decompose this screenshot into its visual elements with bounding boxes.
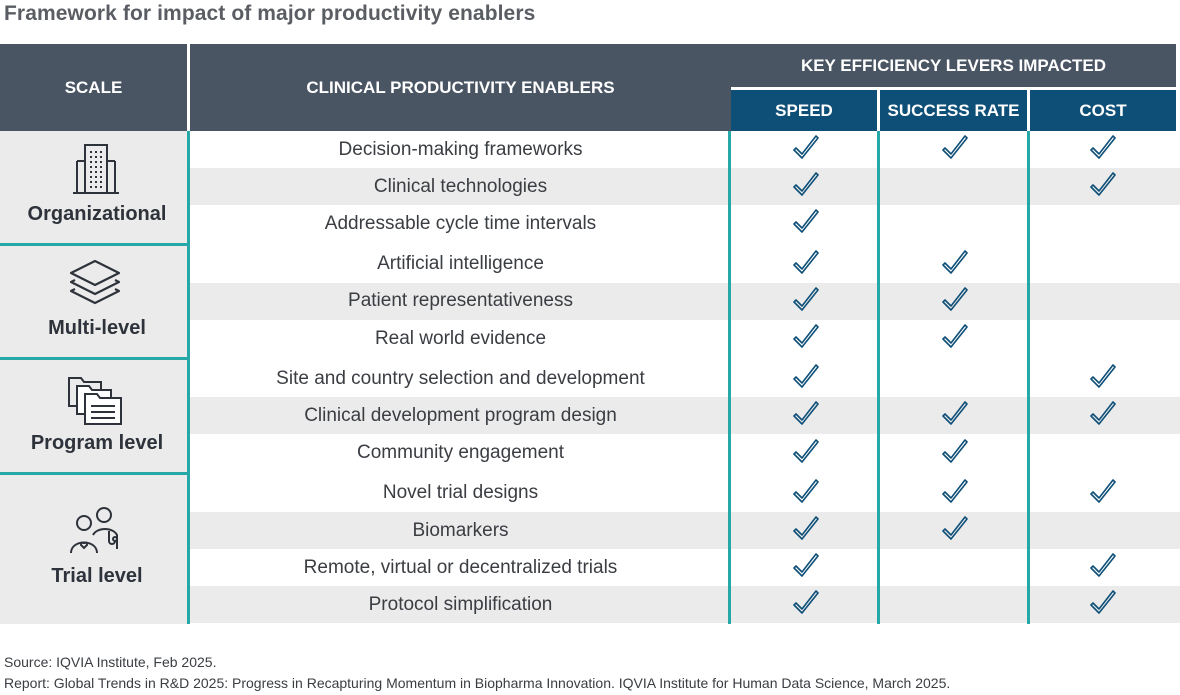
source-note: Source: IQVIA Institute, Feb 2025. [4,654,217,670]
enabler-label: Clinical technologies [373,175,548,197]
checkmark-icon [1088,590,1118,618]
scale-label: Organizational [27,202,167,225]
checkmark-icon [940,324,970,352]
column-divider [1027,131,1030,624]
checkmark-icon [791,324,821,352]
checkmark-icon [791,590,821,618]
group-divider [0,471,190,475]
people-icon [65,501,125,561]
enabler-label: Biomarkers [412,519,509,541]
column-divider [187,131,190,624]
checkmark-icon [1088,553,1118,581]
checkmark-icon [791,516,821,544]
page-title: Framework for impact of major productivi… [4,2,536,25]
scale-cell [0,474,187,624]
checkmark-icon [791,286,821,315]
checkmark-icon [940,249,970,278]
scale-cell [0,245,187,358]
checkmark-icon [791,478,821,507]
checkmark-icon [940,401,970,429]
checkmark-icon [1088,401,1118,429]
scale-label: Program level [30,432,164,454]
scale-cell [0,131,187,243]
checkmark-icon [791,172,821,200]
header-levers: KEY EFFICIENCY LEVERS IMPACTED [731,44,1176,87]
checkmark-icon [1088,364,1118,392]
checkmark-icon [791,553,821,581]
enabler-label: Novel trial designs [382,482,539,504]
enabler-label: Patient representativeness [348,290,573,312]
row-band [0,282,1180,320]
column-divider [728,131,731,624]
enabler-label: Clinical development program design [304,404,617,426]
enabler-label: Addressable cycle time intervals [324,212,597,234]
checkmark-icon [1088,135,1118,163]
enabler-label: Community engagement [357,442,564,464]
checkmark-icon [940,438,970,467]
building-icon [65,139,125,199]
checkmark-icon [940,478,970,507]
row-band [0,397,1180,435]
scale-label: Trial level [51,565,143,588]
row-band [0,168,1180,206]
checkmark-icon [1088,172,1118,200]
report-note: Report: Global Trends in R&D 2025: Progr… [4,675,951,691]
header-scale: SCALE [0,44,187,131]
header-speed: SPEED [731,90,877,131]
group-divider [0,357,190,361]
enabler-label: Protocol simplification [368,593,553,615]
checkmark-icon [791,401,821,429]
checkmark-icon [940,135,970,163]
checkmark-icon [791,249,821,278]
checkmark-icon [791,364,821,392]
enabler-label: Real world evidence [374,327,547,349]
enabler-label: Remote, virtual or decentralized trials [303,556,618,578]
checkmark-icon [791,209,821,237]
enabler-label: Decision-making frameworks [338,138,583,160]
checkmark-icon [940,516,970,544]
checkmark-icon [791,438,821,467]
row-band [0,586,1180,624]
scale-label: Multi-level [48,317,146,340]
header-success-rate: SUCCESS RATE [880,90,1027,131]
enabler-label: Site and country selection and developme… [276,367,645,389]
enabler-label: Artificial intelligence [377,253,544,275]
header-enablers: CLINICAL PRODUCTIVITY ENABLERS [190,44,731,131]
checkmark-icon [940,286,970,315]
layers-icon [65,253,125,313]
header-cost: COST [1030,90,1176,131]
checkmark-icon [791,135,821,163]
group-divider [0,242,190,246]
row-band [0,512,1180,549]
folders-icon [65,368,125,428]
column-divider [877,131,880,624]
checkmark-icon [1088,478,1118,507]
